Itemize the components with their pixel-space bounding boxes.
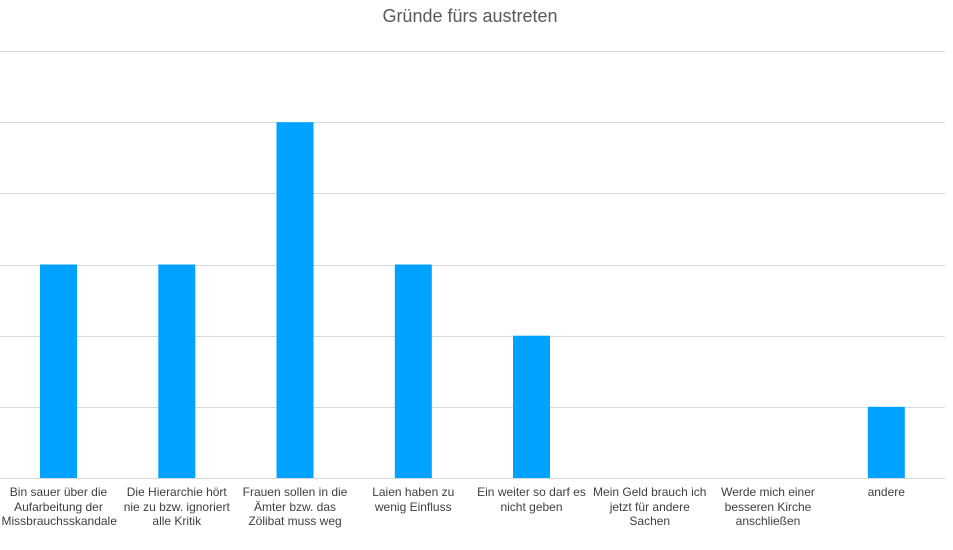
x-tick-label: Werde mich einer besseren Kirche anschli… <box>721 485 815 528</box>
bar <box>276 122 314 478</box>
x-tick-label: Mein Geld brauch ich jetzt für andere Sa… <box>593 485 707 528</box>
bars <box>40 122 905 478</box>
x-tick-label: Bin sauer über die Aufarbeitung der Miss… <box>1 485 117 528</box>
bar <box>40 264 77 478</box>
x-tick-label: Laien haben zu wenig Einfluss <box>372 485 455 514</box>
gridlines <box>0 51 945 479</box>
x-tick-label: andere <box>867 485 905 499</box>
x-tick-label: Ein weiter so darf es nicht geben <box>477 485 586 514</box>
bar <box>394 264 432 478</box>
x-tick-label: Die Hierarchie hört nie zu bzw. ignorier… <box>123 485 230 528</box>
bar <box>867 406 905 478</box>
chart-title: Gründe fürs austreten <box>382 6 558 26</box>
bar <box>158 264 196 478</box>
x-tick-label: Frauen sollen in die Ämter bzw. das Zöli… <box>242 485 348 528</box>
bar <box>513 335 550 478</box>
